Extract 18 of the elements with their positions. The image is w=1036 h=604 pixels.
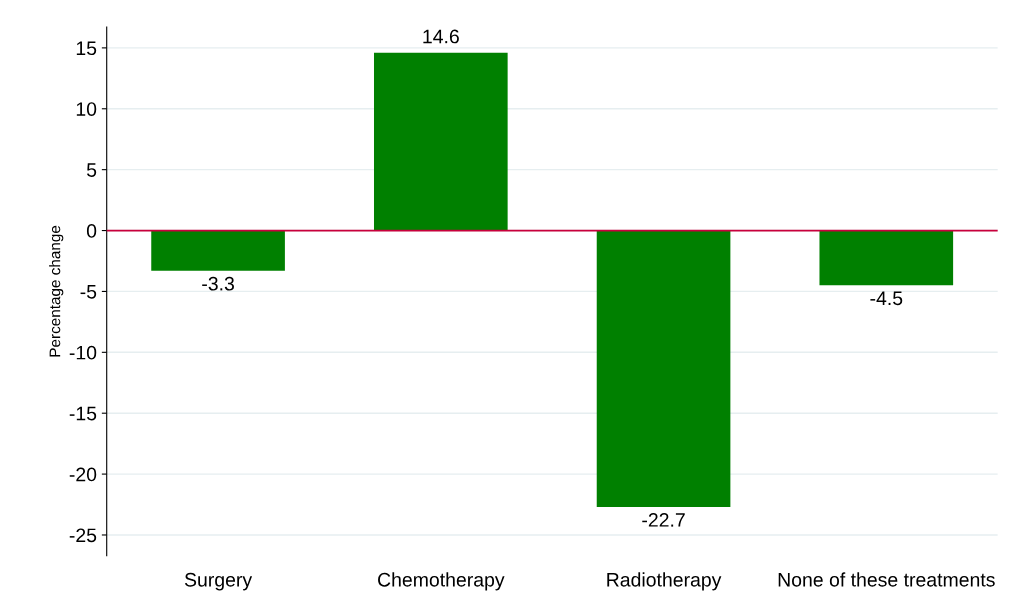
x-tick-label: Surgery (184, 572, 253, 591)
y-tick-label: -20 (69, 467, 97, 482)
y-tick-label: -15 (69, 406, 97, 421)
x-tick-label: Radiotherapy (607, 572, 722, 591)
data-label: -3.3 (202, 276, 234, 291)
y-tick-label: 10 (76, 102, 97, 117)
y-tick-label: 5 (86, 163, 97, 177)
y-tick-label: -10 (69, 345, 97, 360)
data-label: 14.6 (423, 29, 459, 44)
data-label: -4.5 (870, 291, 903, 306)
x-tick-label: None of these treatments (778, 572, 995, 587)
y-tick-label: -25 (69, 528, 97, 543)
y-tick-label: 15 (76, 41, 97, 56)
y-tick-label: -5 (80, 285, 97, 299)
y-axis-title: Percentage change (49, 225, 64, 357)
data-label: -22.7 (642, 513, 685, 527)
y-tick-label: 0 (86, 224, 97, 238)
x-tick-label: Chemotherapy (378, 572, 505, 591)
